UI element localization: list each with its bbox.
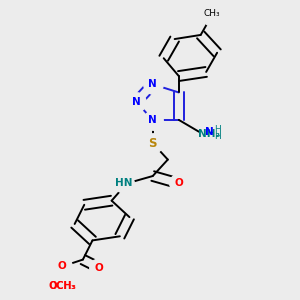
Text: O: O (95, 263, 104, 273)
Text: H: H (214, 132, 220, 141)
Text: OCH₃: OCH₃ (50, 280, 75, 291)
Text: N: N (132, 97, 141, 107)
Text: CH₃: CH₃ (203, 8, 220, 17)
Text: HN: HN (115, 178, 133, 188)
Text: O: O (58, 261, 67, 272)
Text: N: N (205, 127, 214, 137)
Text: OCH₃: OCH₃ (48, 280, 76, 291)
Text: H: H (214, 125, 220, 134)
Text: N: N (148, 79, 157, 89)
Text: O: O (174, 178, 183, 188)
Text: NH₂: NH₂ (198, 129, 220, 139)
Text: S: S (148, 137, 157, 150)
Text: N: N (148, 115, 157, 125)
